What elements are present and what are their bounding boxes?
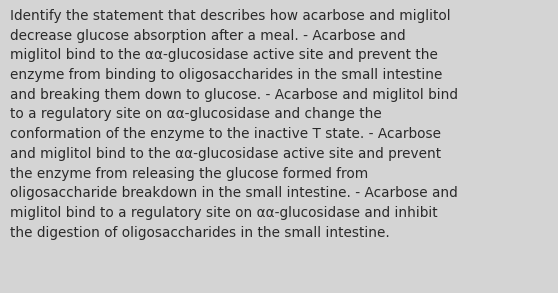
Text: Identify the statement that describes how acarbose and miglitol
decrease glucose: Identify the statement that describes ho… [10, 9, 458, 240]
